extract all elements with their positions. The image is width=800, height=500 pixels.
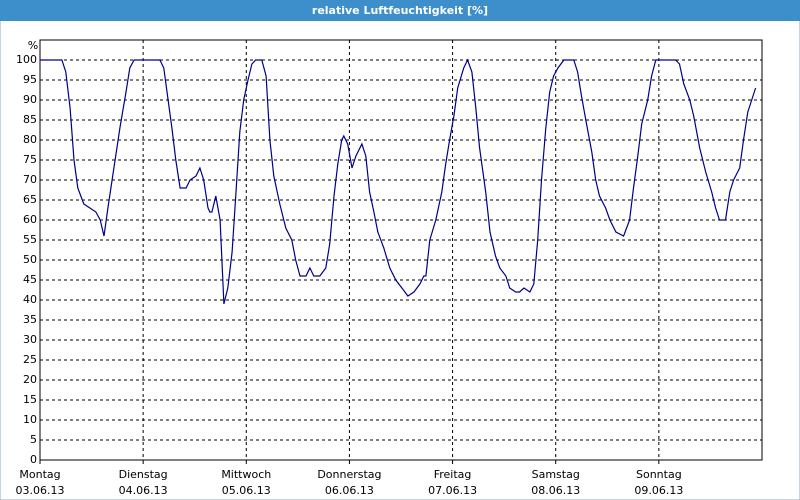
y-tick-label: 40 (23, 293, 37, 306)
y-tick-label: 20 (23, 373, 37, 386)
y-tick-label: 70 (23, 173, 37, 186)
x-tick-date: 04.06.13 (119, 484, 168, 497)
y-tick-label: 100 (16, 53, 37, 66)
title-bar (0, 0, 800, 21)
y-tick-label: 65 (23, 193, 37, 206)
x-tick-date: 09.06.13 (634, 484, 683, 497)
y-tick-label: 90 (23, 93, 37, 106)
y-tick-label: 30 (23, 333, 37, 346)
y-tick-label: 60 (23, 213, 37, 226)
x-tick-label: Donnerstag (317, 468, 381, 481)
data-line (40, 58, 757, 305)
x-tick-date: 08.06.13 (531, 484, 580, 497)
x-tick-label: Sonntag (636, 468, 682, 481)
chart-title: relative Luftfeuchtigkeit [%] (312, 4, 488, 17)
x-tick-label: Montag (19, 468, 60, 481)
y-tick-label: 0 (30, 453, 37, 466)
x-tick-label: Freitag (434, 468, 472, 481)
y-tick-label: 95 (23, 73, 37, 86)
x-tick-date: 05.06.13 (222, 484, 271, 497)
y-tick-label: 55 (23, 233, 37, 246)
y-tick-label: 10 (23, 413, 37, 426)
y-tick-label: 45 (23, 273, 37, 286)
y-tick-label: 25 (23, 353, 37, 366)
y-tick-label: 35 (23, 313, 37, 326)
y-tick-label: 50 (23, 253, 37, 266)
x-tick-date: 07.06.13 (428, 484, 477, 497)
x-tick-date: 06.06.13 (325, 484, 374, 497)
y-tick-label: 80 (23, 133, 37, 146)
y-tick-label: 5 (30, 433, 37, 446)
x-tick-date: 03.06.13 (16, 484, 65, 497)
y-unit: % (28, 39, 38, 52)
x-tick-label: Mittwoch (221, 468, 271, 481)
y-tick-label: 15 (23, 393, 37, 406)
x-tick-label: Samstag (532, 468, 580, 481)
x-tick-label: Dienstag (119, 468, 168, 481)
y-tick-label: 85 (23, 113, 37, 126)
y-tick-label: 75 (23, 153, 37, 166)
